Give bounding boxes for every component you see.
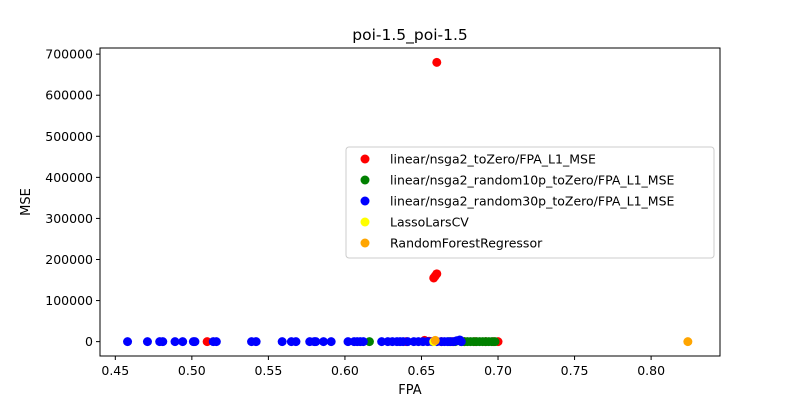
y-tick-label: 400000	[45, 170, 93, 185]
x-axis-ticks: 0.45 0.50 0.55 0.60 0.65 0.70 0.75 0.80	[101, 356, 665, 378]
y-tick-label: 200000	[45, 252, 93, 267]
x-tick-label: 0.65	[408, 363, 436, 378]
data-point	[358, 337, 368, 347]
y-tick-label: 100000	[45, 293, 93, 308]
x-axis-label: FPA	[398, 383, 421, 398]
data-point	[277, 337, 287, 347]
data-point	[683, 337, 693, 347]
legend-entry-label: linear/nsga2_random10p_toZero/FPA_L1_MSE	[390, 173, 675, 188]
y-tick-label: 700000	[45, 47, 93, 62]
legend-entry-label: RandomForestRegressor	[390, 236, 543, 251]
data-point	[490, 337, 500, 347]
y-axis-label: MSE	[19, 188, 34, 216]
x-tick-label: 0.55	[254, 363, 282, 378]
legend-entry-label: LassoLarsCV	[390, 215, 469, 230]
data-point	[211, 337, 221, 347]
points-layer	[123, 57, 693, 347]
legend-items: linear/nsga2_toZero/FPA_L1_MSE linear/nsg…	[360, 152, 675, 251]
legend-entry-label: linear/nsga2_random30p_toZero/FPA_L1_MSE	[390, 194, 675, 209]
data-point	[178, 337, 188, 347]
data-point	[432, 57, 442, 67]
data-point	[430, 335, 440, 345]
legend-entry-label: linear/nsga2_toZero/FPA_L1_MSE	[390, 152, 596, 167]
data-point	[123, 337, 133, 347]
legend-marker	[360, 154, 370, 164]
data-point	[142, 337, 152, 347]
y-tick-label: 0	[85, 334, 93, 349]
plot-frame	[99, 47, 721, 357]
legend-marker	[360, 238, 370, 248]
legend-marker	[360, 196, 370, 206]
data-point	[326, 337, 336, 347]
x-tick-label: 0.60	[331, 363, 359, 378]
x-tick-label: 0.75	[561, 363, 589, 378]
x-tick-label: 0.50	[178, 363, 206, 378]
y-axis-ticks: 0 100000 200000 300000 400000 500000 600000 700…	[45, 47, 100, 349]
x-tick-label: 0.70	[484, 363, 512, 378]
data-point	[170, 337, 180, 347]
data-point	[456, 337, 466, 347]
data-point	[158, 337, 168, 347]
legend: linear/nsga2_toZero/FPA_L1_MSE linear/nsg…	[345, 146, 715, 259]
data-point	[190, 337, 200, 347]
data-point	[311, 337, 321, 347]
data-point	[251, 337, 261, 347]
data-point	[429, 273, 439, 283]
data-point	[319, 337, 329, 347]
data-point	[291, 337, 301, 347]
y-tick-label: 300000	[45, 211, 93, 226]
x-tick-label: 0.45	[101, 363, 129, 378]
x-tick-label: 0.80	[637, 363, 665, 378]
legend-marker	[360, 217, 370, 227]
legend-marker	[360, 175, 370, 185]
y-tick-label: 600000	[45, 88, 93, 103]
legend-box	[345, 146, 715, 259]
y-tick-label: 500000	[45, 129, 93, 144]
chart-title: poi-1.5_poi-1.5	[352, 26, 468, 45]
